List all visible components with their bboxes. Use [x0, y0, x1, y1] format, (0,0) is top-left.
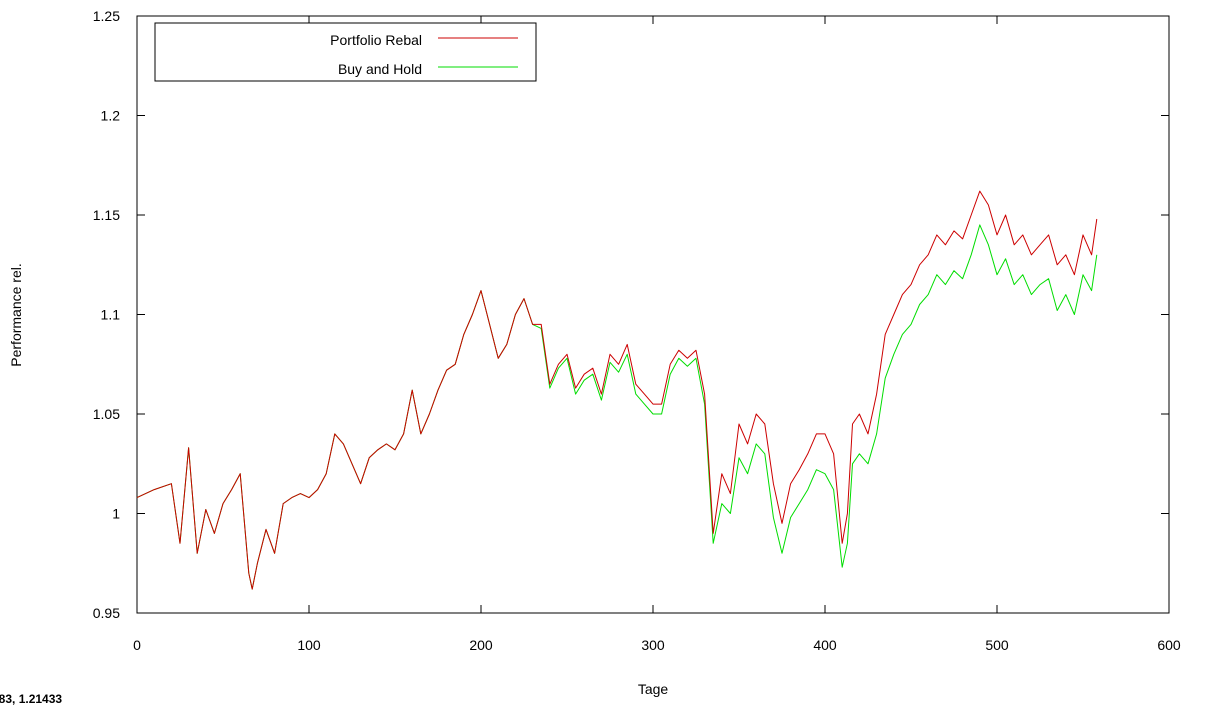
- x-axis-ticks: 0 100 200 300 400 500 600: [133, 16, 1181, 653]
- y-axis-label: Performance rel.: [8, 263, 24, 366]
- y-axis-ticks: 0.95 1 1.05 1.1 1.15 1.2 1.25: [93, 8, 1169, 621]
- y-tick-label: 1.15: [93, 207, 120, 223]
- y-tick-label: 1.25: [93, 8, 120, 24]
- y-tick-label: 1.05: [93, 406, 120, 422]
- x-tick-label: 600: [1157, 637, 1181, 653]
- x-tick-label: 400: [813, 637, 837, 653]
- coordinate-readout: 983, 1.21433: [0, 692, 63, 706]
- legend-label-buy-and-hold: Buy and Hold: [338, 61, 422, 77]
- series-line-buy-and-hold: [136, 224, 1098, 590]
- y-tick-label: 0.95: [93, 605, 120, 621]
- series-line-portfolio-rebal: [136, 190, 1098, 590]
- x-tick-label: 100: [297, 637, 321, 653]
- x-tick-label: 300: [641, 637, 665, 653]
- x-tick-label: 200: [469, 637, 493, 653]
- y-tick-label: 1.2: [101, 108, 121, 124]
- plot-frame: [136, 15, 1170, 614]
- y-tick-label: 1: [112, 506, 120, 522]
- x-tick-label: 0: [133, 637, 141, 653]
- legend-box: [154, 22, 537, 82]
- x-axis-label: Tage: [638, 681, 669, 697]
- y-tick-label: 1.1: [101, 307, 121, 323]
- series-lines: [136, 190, 1098, 590]
- x-tick-label: 500: [985, 637, 1009, 653]
- legend-label-portfolio-rebal: Portfolio Rebal: [330, 32, 422, 48]
- legend: Portfolio Rebal Buy and Hold: [154, 22, 537, 82]
